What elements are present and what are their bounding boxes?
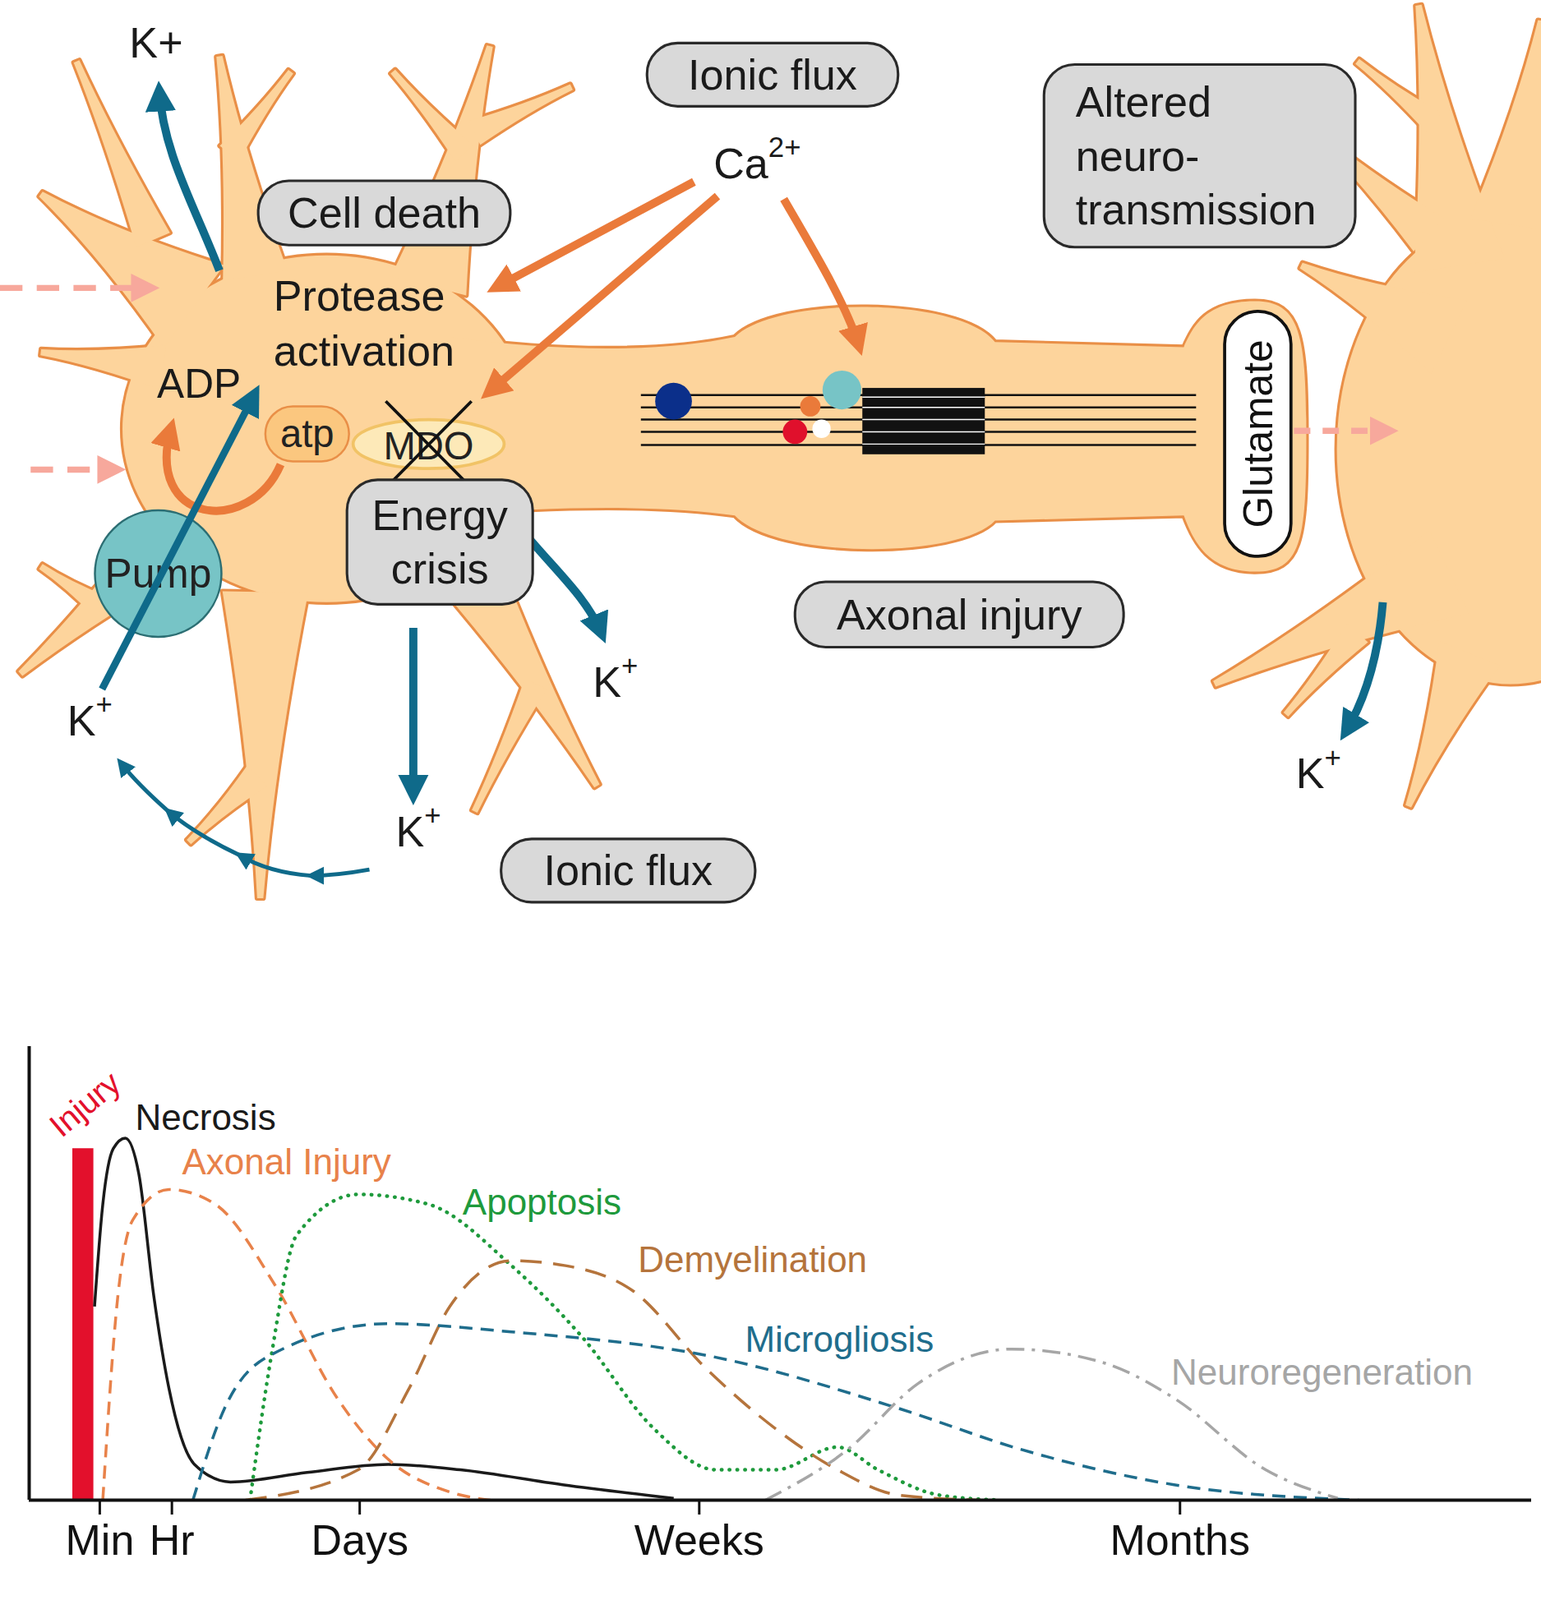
svg-text:Demyelination: Demyelination	[637, 1239, 868, 1280]
svg-text:Apoptosis: Apoptosis	[462, 1181, 622, 1223]
svg-text:Protease: Protease	[273, 272, 446, 320]
svg-text:Energy: Energy	[372, 491, 508, 540]
svg-text:Ionic flux: Ionic flux	[543, 846, 713, 895]
svg-text:ADP: ADP	[156, 360, 241, 407]
svg-text:Neuroregeneration: Neuroregeneration	[1171, 1351, 1473, 1393]
svg-text:Glutamate: Glutamate	[1235, 339, 1282, 528]
svg-text:transmission: transmission	[1075, 185, 1317, 234]
svg-text:Altered: Altered	[1075, 78, 1212, 126]
svg-text:Months: Months	[1109, 1516, 1251, 1565]
svg-text:atp: atp	[280, 411, 335, 456]
svg-text:activation: activation	[273, 327, 455, 375]
svg-text:K+: K+	[129, 18, 183, 67]
svg-text:Weeks: Weeks	[634, 1516, 765, 1565]
svg-text:Microgliosis: Microgliosis	[744, 1319, 934, 1360]
svg-text:Hr: Hr	[149, 1516, 195, 1565]
svg-text:Cell death: Cell death	[287, 189, 481, 237]
svg-text:Min: Min	[65, 1516, 135, 1565]
svg-text:K+: K+	[396, 799, 442, 856]
svg-text:K+: K+	[1296, 742, 1342, 799]
svg-text:neuro-: neuro-	[1075, 132, 1200, 180]
svg-text:Necrosis: Necrosis	[134, 1097, 276, 1138]
svg-text:crisis: crisis	[391, 544, 490, 593]
svg-text:Injury: Injury	[42, 1064, 128, 1145]
svg-text:Pump: Pump	[104, 550, 212, 597]
svg-text:Axonal Injury: Axonal Injury	[182, 1141, 392, 1182]
svg-text:Days: Days	[310, 1516, 408, 1565]
svg-text:K+: K+	[592, 650, 638, 706]
svg-text:Ca2+: Ca2+	[713, 131, 801, 188]
svg-text:Axonal injury: Axonal injury	[836, 590, 1083, 639]
svg-text:Ionic flux: Ionic flux	[687, 50, 858, 99]
svg-text:MDO: MDO	[383, 424, 474, 468]
svg-text:K+: K+	[67, 688, 113, 745]
